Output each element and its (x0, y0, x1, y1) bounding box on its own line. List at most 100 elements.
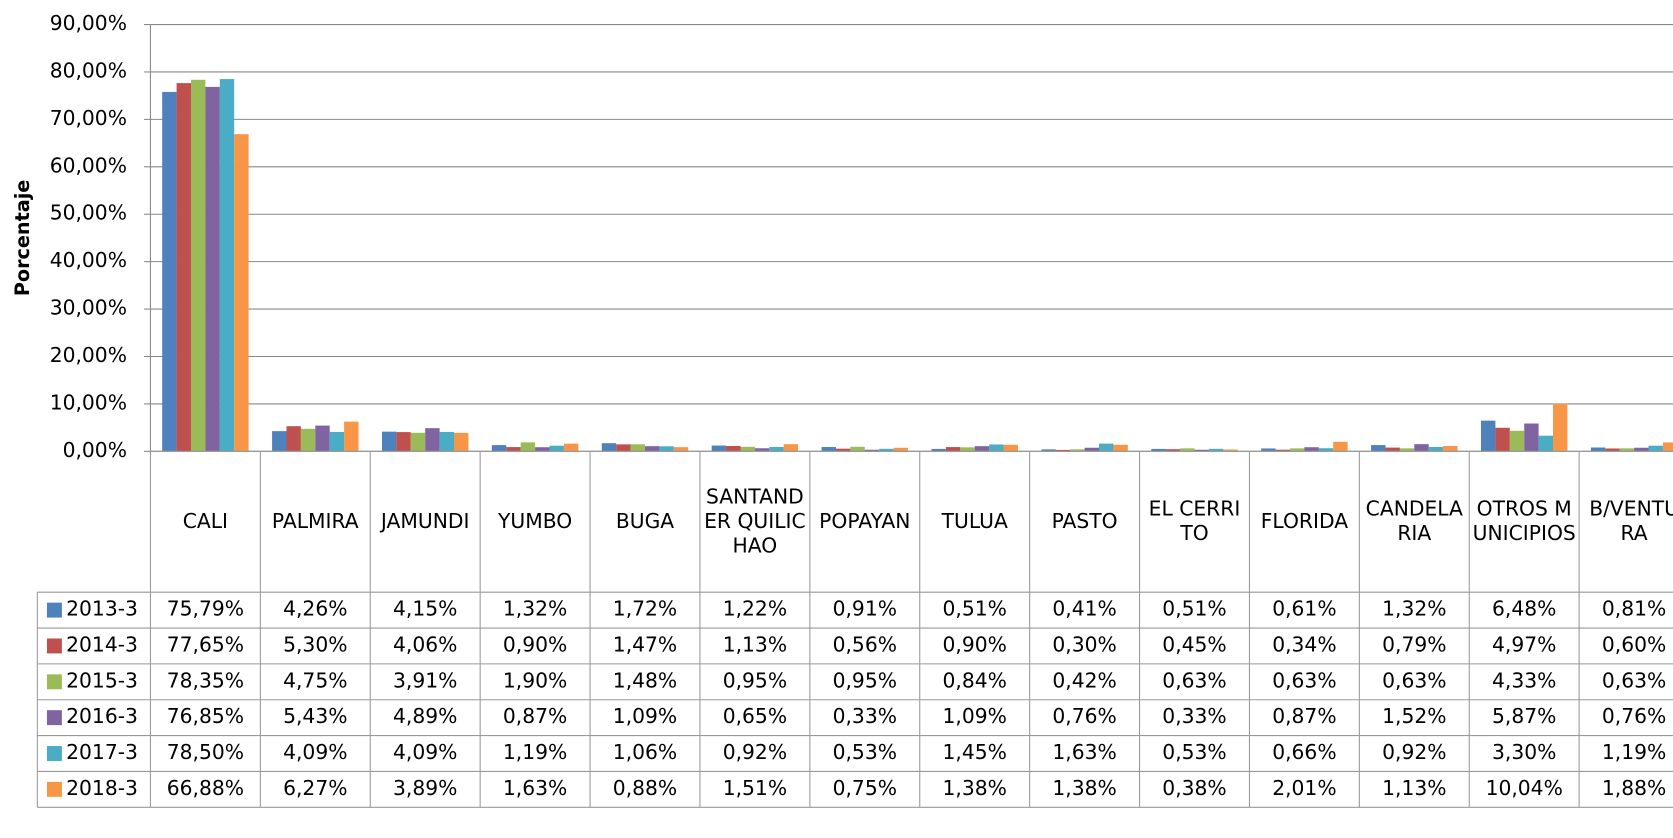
bar (315, 425, 330, 452)
value-label: 4,33% (1492, 668, 1556, 692)
value-label: 1,09% (613, 704, 677, 728)
bar (234, 134, 249, 452)
value-label: 0,87% (1272, 704, 1336, 728)
value-label: 0,91% (833, 597, 897, 621)
x-tick-label: CANDELARIA (1365, 497, 1463, 546)
bar (205, 86, 220, 452)
bar (1648, 445, 1663, 452)
y-tick-label: 80,00% (50, 58, 127, 82)
bar (931, 448, 946, 452)
bar (630, 444, 646, 452)
value-label: 0,76% (1602, 704, 1666, 728)
value-label: 0,33% (833, 704, 897, 728)
y-tick-label: 10,00% (50, 390, 127, 414)
bar (396, 432, 411, 452)
bar (1055, 449, 1071, 452)
bar (960, 447, 975, 452)
bar (879, 448, 894, 452)
category-cell: BUGA (615, 509, 675, 533)
bar (835, 448, 851, 452)
bar (864, 449, 880, 452)
bar (1084, 447, 1100, 452)
legend-swatch (46, 746, 62, 761)
bar (344, 421, 359, 452)
bar (1165, 449, 1181, 452)
y-tick-label: 20,00% (50, 343, 127, 367)
value-label: 10,04% (1486, 776, 1563, 800)
value-label: 0,45% (1162, 632, 1226, 656)
category-cell: OTROS MUNICIPIOS (1473, 497, 1576, 545)
value-label: 0,60% (1602, 632, 1666, 656)
bar (1003, 444, 1018, 452)
y-tick-label: 90,00% (50, 11, 127, 35)
value-label: 1,63% (503, 776, 567, 800)
bar (1524, 423, 1539, 452)
category-cell: YUMBO (498, 509, 572, 532)
value-label: 1,32% (503, 597, 567, 621)
category-cell: FLORIDA (1261, 509, 1348, 532)
x-tick-label: POPAYAN (819, 509, 911, 533)
category-cell: SANTANDER QUILICHAO (704, 485, 806, 558)
bar (329, 431, 345, 452)
value-label: 4,75% (283, 668, 347, 692)
value-label: 0,53% (1162, 740, 1226, 764)
bar (563, 443, 579, 452)
bar (1399, 448, 1415, 452)
bar (300, 428, 316, 452)
value-label: 0,38% (1162, 776, 1226, 800)
bar (176, 83, 191, 452)
bar (1553, 403, 1568, 452)
value-label: 4,09% (393, 740, 457, 764)
y-tick-label: 40,00% (50, 248, 127, 272)
bar (645, 446, 660, 452)
value-label: 0,42% (1052, 668, 1116, 692)
bar (520, 442, 536, 452)
value-label: 6,48% (1492, 597, 1556, 621)
x-tick-label: B/VENTURA (1589, 497, 1673, 546)
y-tick-label: 30,00% (50, 296, 127, 320)
bar (850, 446, 865, 452)
value-label: 1,19% (1602, 740, 1666, 764)
bar (272, 431, 287, 452)
value-label: 5,43% (283, 704, 347, 728)
value-label: 0,34% (1272, 632, 1336, 656)
value-label: 4,09% (283, 740, 347, 764)
legend-label: 2016-3 (66, 704, 138, 728)
value-label: 1,45% (943, 740, 1007, 764)
bar (1180, 448, 1195, 452)
value-label: 4,06% (393, 632, 457, 656)
x-tick-label: BUGA (615, 509, 675, 533)
x-tick-label: PASTO (1051, 509, 1118, 533)
bar (1538, 435, 1554, 452)
bar (601, 443, 617, 452)
value-label: 0,88% (613, 776, 677, 800)
bar (1151, 448, 1166, 452)
legend-swatch (46, 602, 62, 618)
value-label: 1,09% (943, 704, 1007, 728)
value-label: 1,72% (613, 597, 677, 621)
bar (1041, 449, 1056, 452)
value-label: 0,63% (1162, 668, 1226, 692)
category-cell: EL CERRITO (1149, 497, 1241, 545)
bar (754, 448, 770, 452)
value-label: 0,30% (1052, 632, 1116, 656)
value-label: 1,48% (613, 668, 677, 692)
category-cell: JAMUNDI (380, 509, 470, 533)
value-label: 4,89% (393, 704, 457, 728)
bar (989, 444, 1004, 452)
value-label: 2,01% (1272, 776, 1336, 800)
x-tick-label: TULUA (941, 509, 1008, 533)
value-label: 0,95% (833, 668, 897, 692)
bar (1509, 430, 1525, 452)
legend-swatch (46, 781, 62, 797)
bar (1371, 445, 1386, 452)
value-label: 0,51% (943, 597, 1007, 621)
bar (1113, 444, 1128, 452)
bar (162, 91, 177, 452)
bar (1070, 449, 1085, 452)
bar (381, 431, 397, 452)
value-label: 1,47% (613, 632, 677, 656)
value-label: 0,41% (1052, 597, 1116, 621)
x-tick-label: JAMUNDI (380, 509, 470, 533)
bar (1385, 447, 1400, 452)
